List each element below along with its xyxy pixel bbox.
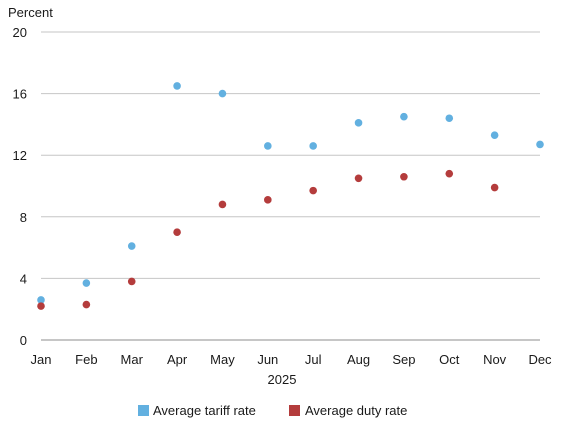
x-tick-label-feb: Feb (75, 352, 97, 367)
x-axis-year-label: 2025 (268, 372, 297, 387)
legend: Average tariff rate Average duty rate (138, 403, 407, 418)
y-tick-label-16: 16 (13, 87, 27, 102)
y-axis-ticks: 0 4 8 12 16 20 (13, 25, 27, 348)
point-average-duty-rate-sep (400, 172, 408, 181)
legend-label-average-tariff-rate: Average tariff rate (153, 403, 256, 418)
point-average-tariff-rate-sep (400, 112, 408, 121)
series-average-tariff-rate (37, 82, 544, 304)
x-tick-label-oct: Oct (439, 352, 460, 367)
y-tick-label-4: 4 (20, 271, 27, 286)
legend-swatch-average-tariff-rate (138, 405, 149, 416)
point-average-duty-rate-oct (445, 169, 454, 178)
point-average-duty-rate-jan (37, 302, 45, 310)
point-average-tariff-rate-apr (173, 82, 181, 90)
gridlines (41, 31, 540, 341)
x-tick-label-dec: Dec (528, 352, 552, 367)
x-tick-label-jan: Jan (31, 352, 52, 367)
point-average-duty-rate-mar (127, 277, 136, 286)
point-average-tariff-rate-feb (82, 279, 91, 287)
y-axis-unit-label: Percent (8, 5, 53, 20)
x-tick-label-sep: Sep (392, 352, 415, 367)
y-tick-label-8: 8 (20, 210, 27, 225)
x-tick-label-nov: Nov (483, 352, 507, 367)
point-average-tariff-rate-aug (354, 119, 363, 127)
point-average-duty-rate-nov (490, 183, 499, 192)
point-average-duty-rate-jun (264, 196, 272, 204)
data-series (37, 82, 544, 310)
point-average-tariff-rate-dec (536, 140, 544, 149)
point-average-tariff-rate-may (218, 89, 227, 98)
point-average-duty-rate-feb (82, 300, 91, 309)
y-tick-label-12: 12 (13, 148, 27, 163)
x-tick-label-may: May (210, 352, 235, 367)
point-average-duty-rate-jul (309, 186, 317, 195)
x-tick-label-mar: Mar (121, 352, 144, 367)
point-average-duty-rate-aug (354, 174, 363, 183)
point-average-tariff-rate-oct (445, 114, 454, 123)
legend-label-average-duty-rate: Average duty rate (305, 403, 407, 418)
y-tick-label-20: 20 (13, 25, 27, 40)
x-tick-label-apr: Apr (167, 352, 188, 367)
x-tick-label-jun: Jun (257, 352, 278, 367)
point-average-tariff-rate-jan (37, 296, 45, 304)
x-axis-ticks: Jan Feb Mar Apr May Jun Jul Aug Sep Oct Nov Dec (31, 352, 553, 367)
legend-swatch-average-duty-rate (289, 405, 300, 416)
point-average-tariff-rate-jun (264, 142, 272, 150)
point-average-duty-rate-apr (173, 228, 181, 236)
y-tick-label-0: 0 (20, 333, 27, 348)
point-average-tariff-rate-mar (127, 242, 136, 250)
x-tick-label-jul: Jul (305, 352, 322, 367)
x-tick-label-aug: Aug (347, 352, 370, 367)
point-average-tariff-rate-jul (309, 142, 317, 150)
point-average-duty-rate-may (218, 200, 227, 209)
point-average-tariff-rate-nov (490, 131, 499, 139)
series-average-duty-rate (37, 169, 499, 310)
